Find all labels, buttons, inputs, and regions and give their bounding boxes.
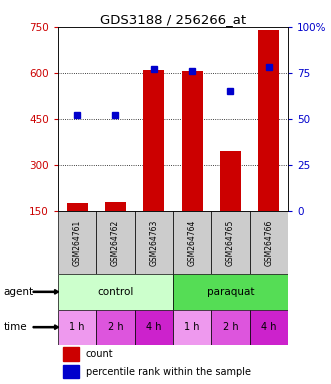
Bar	[96, 210, 135, 274]
Text: GSM264765: GSM264765	[226, 219, 235, 266]
Bar	[258, 30, 279, 210]
Text: GSM264764: GSM264764	[188, 219, 197, 266]
Text: 4 h: 4 h	[146, 322, 162, 332]
Bar	[105, 202, 126, 210]
Bar	[211, 310, 250, 345]
Bar	[58, 274, 173, 310]
Text: 2 h: 2 h	[223, 322, 238, 332]
Bar	[173, 310, 211, 345]
Text: 2 h: 2 h	[108, 322, 123, 332]
Bar	[220, 151, 241, 210]
Text: paraquat: paraquat	[207, 287, 254, 297]
Text: GSM264761: GSM264761	[72, 219, 82, 265]
Text: 1 h: 1 h	[184, 322, 200, 332]
Bar	[211, 210, 250, 274]
Bar	[96, 310, 135, 345]
Bar	[63, 347, 79, 361]
Text: percentile rank within the sample: percentile rank within the sample	[85, 367, 251, 377]
Bar	[58, 210, 96, 274]
Text: agent: agent	[3, 287, 33, 297]
Bar	[250, 310, 288, 345]
Bar	[143, 70, 164, 210]
Text: count: count	[85, 349, 113, 359]
Text: GSM264762: GSM264762	[111, 219, 120, 265]
Text: control: control	[97, 287, 134, 297]
Bar	[67, 203, 88, 210]
Bar	[135, 310, 173, 345]
Bar	[58, 310, 96, 345]
Bar	[63, 365, 79, 378]
Text: 4 h: 4 h	[261, 322, 276, 332]
Bar	[173, 274, 288, 310]
Text: 1 h: 1 h	[70, 322, 85, 332]
Text: GSM264766: GSM264766	[264, 219, 273, 266]
Bar	[182, 71, 203, 210]
Title: GDS3188 / 256266_at: GDS3188 / 256266_at	[100, 13, 246, 26]
Text: time: time	[3, 322, 27, 332]
Text: GSM264763: GSM264763	[149, 219, 158, 266]
Bar	[250, 210, 288, 274]
Bar	[173, 210, 211, 274]
Bar	[135, 210, 173, 274]
